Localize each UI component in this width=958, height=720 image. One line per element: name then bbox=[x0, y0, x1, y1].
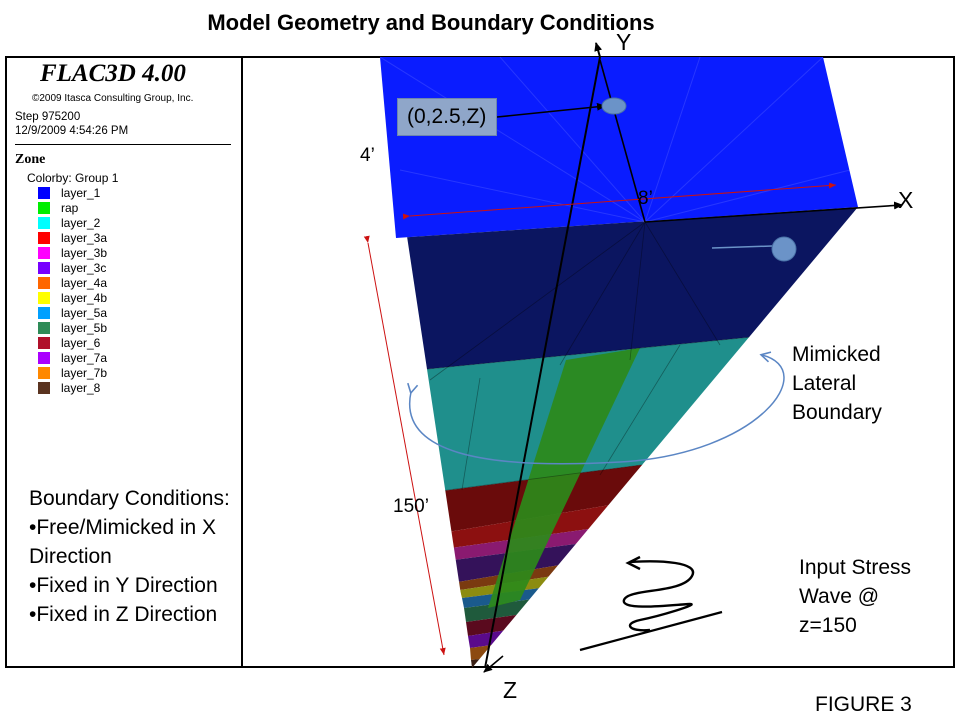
zone-heading: Zone bbox=[15, 152, 46, 167]
legend-swatch bbox=[38, 336, 50, 349]
legend-label: layer_3a bbox=[61, 230, 108, 245]
legend-swatch bbox=[38, 321, 50, 334]
y-axis-label: Y bbox=[616, 29, 632, 55]
wave-baseline bbox=[579, 610, 723, 652]
bc-line: •Free/Mimicked in X bbox=[29, 516, 217, 539]
date-text: 12/9/2009 4:54:26 PM bbox=[15, 125, 129, 137]
legend-label: layer_3c bbox=[61, 260, 107, 275]
bc-line: •Fixed in Z Direction bbox=[29, 603, 218, 626]
z-axis-arrow bbox=[483, 655, 504, 673]
legend-item: layer_3a bbox=[38, 230, 107, 245]
legend-label: rap bbox=[61, 200, 79, 215]
legend-label: layer_7a bbox=[61, 350, 108, 365]
program-title: FLAC3D 4.00 bbox=[40, 60, 186, 87]
legend-swatch bbox=[38, 366, 50, 379]
input-stress-label: Input Stress Wave @ z=150 bbox=[799, 553, 911, 640]
legend-item: layer_8 bbox=[38, 380, 107, 395]
diagram-title: Model Geometry and Boundary Conditions bbox=[207, 10, 655, 35]
monitor-point-top bbox=[601, 97, 627, 115]
legend-swatch bbox=[38, 186, 50, 199]
coord-pointer-arrow bbox=[496, 102, 606, 118]
input-stress-line: Input Stress bbox=[799, 556, 912, 579]
legend-item: layer_4b bbox=[38, 290, 107, 305]
dimension-150ft-label: 150’ bbox=[393, 496, 429, 517]
legend-label: layer_1 bbox=[61, 185, 101, 200]
legend-swatch bbox=[38, 381, 50, 394]
legend-item: layer_1 bbox=[38, 185, 107, 200]
legend-item: layer_7b bbox=[38, 365, 107, 380]
legend-label: layer_2 bbox=[61, 215, 101, 230]
legend-label: layer_7b bbox=[61, 365, 108, 380]
legend-label: layer_8 bbox=[61, 380, 101, 395]
legend-item: layer_2 bbox=[38, 215, 107, 230]
legend-item: layer_3c bbox=[38, 260, 107, 275]
z-axis-label: Z bbox=[503, 677, 518, 703]
mimicked-boundary-label: Mimicked Lateral Boundary bbox=[792, 340, 882, 427]
bc-line: Boundary Conditions: bbox=[29, 487, 230, 510]
legend-label: layer_4b bbox=[61, 290, 108, 305]
bc-line: Direction bbox=[29, 545, 112, 568]
legend-divider bbox=[241, 56, 243, 668]
mimicked-line: Mimicked bbox=[792, 343, 881, 366]
legend-item: rap bbox=[38, 200, 107, 215]
bc-line: •Fixed in Y Direction bbox=[29, 574, 218, 597]
dimension-8ft-line bbox=[402, 182, 837, 220]
dimension-150ft-line bbox=[363, 235, 446, 656]
legend-list: layer_1 rap layer_2 layer_3a layer_3b la… bbox=[38, 185, 107, 395]
dimension-4ft-label: 4’ bbox=[360, 145, 375, 166]
y-axis-arrow bbox=[594, 42, 603, 58]
figure-label: FIGURE 3 bbox=[815, 693, 912, 716]
boundary-conditions-text: Boundary Conditions: •Free/Mimicked in X… bbox=[29, 484, 230, 629]
input-stress-line: z=150 bbox=[799, 614, 857, 637]
legend-separator bbox=[15, 144, 231, 145]
monitor-pointer-line bbox=[711, 245, 773, 249]
legend-swatch bbox=[38, 261, 50, 274]
legend-label: layer_4a bbox=[61, 275, 108, 290]
top-face bbox=[380, 57, 858, 238]
legend-item: layer_4a bbox=[38, 275, 107, 290]
legend-item: layer_3b bbox=[38, 245, 107, 260]
legend-label: layer_3b bbox=[61, 245, 108, 260]
stress-wave-arrowhead bbox=[625, 555, 641, 571]
legend-swatch bbox=[38, 201, 50, 214]
legend-swatch bbox=[38, 216, 50, 229]
legend-item: layer_5a bbox=[38, 305, 107, 320]
x-axis-label: X bbox=[898, 187, 914, 213]
layer-dark bbox=[396, 207, 858, 370]
wedge-body bbox=[396, 207, 858, 668]
legend-swatch bbox=[38, 291, 50, 304]
legend-swatch bbox=[38, 351, 50, 364]
dimension-8ft-label: 8’ bbox=[638, 188, 653, 209]
legend-item: layer_5b bbox=[38, 320, 107, 335]
copyright-text: ©2009 Itasca Consulting Group, Inc. bbox=[32, 93, 194, 104]
legend-label: layer_5a bbox=[61, 305, 108, 320]
legend-label: layer_6 bbox=[61, 335, 101, 350]
legend-swatch bbox=[38, 276, 50, 289]
legend-swatch bbox=[38, 306, 50, 319]
mimicked-line: Boundary bbox=[792, 401, 882, 424]
step-text: Step 975200 bbox=[15, 111, 81, 123]
legend-swatch bbox=[38, 246, 50, 259]
legend-item: layer_7a bbox=[38, 350, 107, 365]
rap-band bbox=[488, 348, 640, 608]
mimicked-line: Lateral bbox=[792, 372, 857, 395]
coordinate-label: (0,2.5,Z) bbox=[397, 98, 497, 136]
mimicked-boundary-arrow bbox=[407, 351, 785, 465]
monitor-point-lower bbox=[771, 236, 797, 262]
input-stress-line: Wave @ bbox=[799, 585, 880, 608]
colorby-label: Colorby: Group 1 bbox=[27, 171, 119, 185]
legend-label: layer_5b bbox=[61, 320, 108, 335]
legend-swatch bbox=[38, 231, 50, 244]
stress-wave-squiggle bbox=[622, 560, 695, 632]
legend-item: layer_6 bbox=[38, 335, 107, 350]
